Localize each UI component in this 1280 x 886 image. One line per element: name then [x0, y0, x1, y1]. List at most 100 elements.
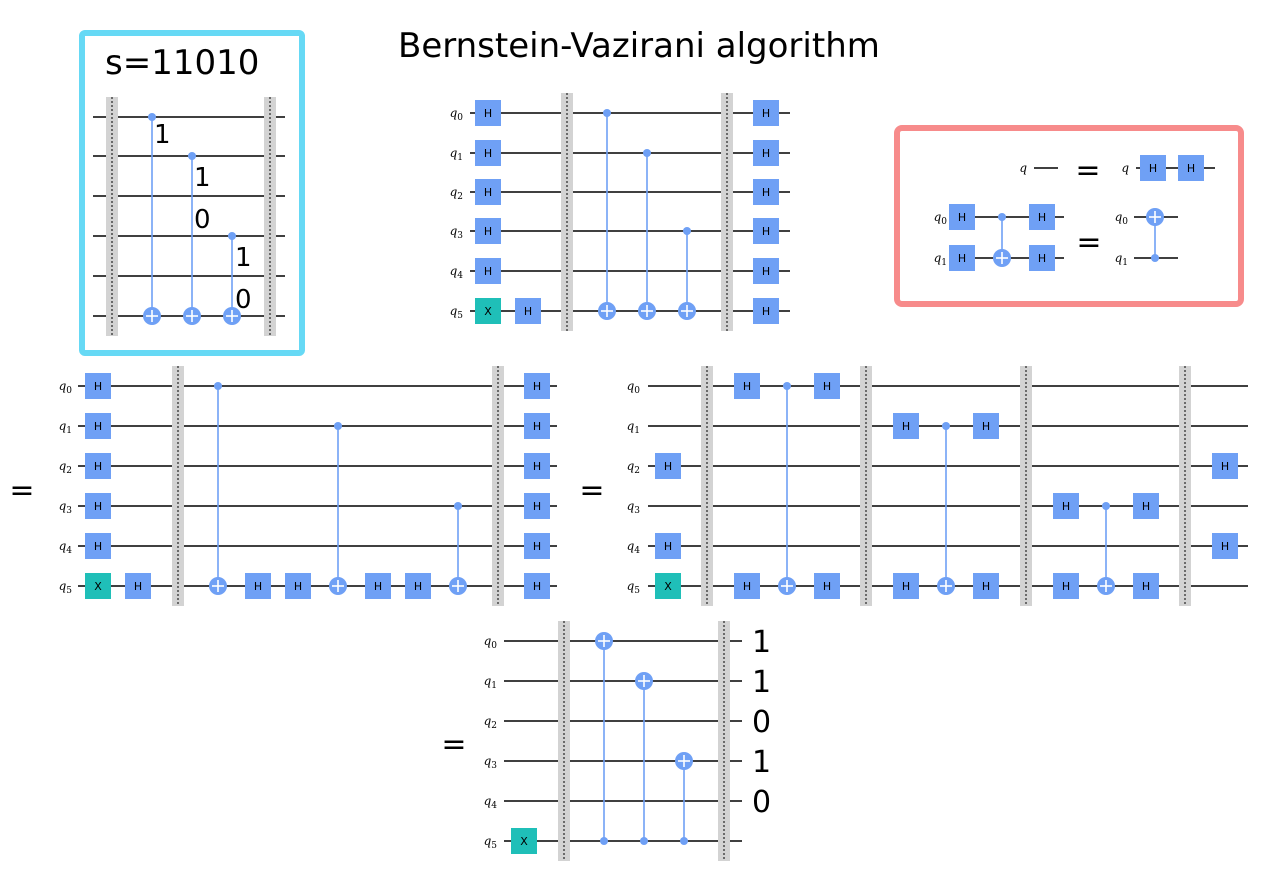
qubit-label: q4 [59, 539, 73, 556]
gate-label: H [762, 147, 770, 160]
cnot-gate [993, 213, 1011, 267]
cnot-gate [937, 422, 955, 595]
qubit-label: q [1121, 161, 1129, 175]
hadamard-gate: H [893, 573, 919, 599]
cnot-gate [183, 152, 201, 325]
hadamard-gate: H [365, 573, 391, 599]
cnot-gate [449, 502, 467, 595]
hadamard-gate: H [753, 218, 779, 244]
qubit-label: q4 [627, 539, 641, 556]
qubit-label: q5 [627, 579, 641, 596]
control-dot [454, 502, 462, 510]
gate-label: H [762, 265, 770, 278]
hadamard-gate: H [85, 493, 111, 519]
cnot-gate [675, 752, 693, 845]
x-gate: X [475, 298, 501, 324]
x-gate: X [511, 828, 537, 854]
gate-label: H [374, 580, 382, 593]
barrier [1020, 366, 1032, 606]
hadamard-gate: H [1029, 204, 1055, 230]
gate-label: H [484, 147, 492, 160]
gate-label: H [1221, 540, 1229, 553]
control-dot [783, 382, 791, 390]
gate-label: H [1038, 252, 1046, 265]
hadamard-gate: H [1029, 245, 1055, 271]
qubit-label: q2 [484, 714, 497, 731]
hadamard-gate: H [524, 533, 550, 559]
hadamard-gate: H [515, 298, 541, 324]
gate-label: H [823, 580, 831, 593]
secret-bit: 1 [154, 120, 171, 150]
control-dot [1102, 502, 1110, 510]
hadamard-gate: H [1178, 155, 1204, 181]
cnot-gate [598, 109, 616, 320]
output-bit: 1 [752, 745, 771, 780]
equals-sign: = [9, 473, 34, 508]
cnot-gate [678, 227, 696, 320]
gate-label: H [484, 107, 492, 120]
barrier [264, 97, 276, 336]
gate-label: X [664, 580, 672, 593]
qubit-label: q4 [484, 794, 498, 811]
equals-sign: = [1076, 225, 1101, 260]
gate-label: H [743, 380, 751, 393]
gate-label: H [982, 580, 990, 593]
cnot-gate [143, 113, 161, 325]
hadamard-gate: H [1140, 155, 1166, 181]
gate-label: H [958, 252, 966, 265]
barrier [718, 621, 730, 861]
hadamard-gate: H [1212, 453, 1238, 479]
control-dot [680, 837, 688, 845]
gate-label: H [762, 186, 770, 199]
control-dot [214, 382, 222, 390]
barrier [172, 366, 184, 606]
qubit-label: q1 [59, 419, 72, 436]
barrier [860, 366, 872, 606]
gate-label: H [1038, 211, 1046, 224]
secret-box [79, 30, 305, 356]
gate-label: H [134, 580, 142, 593]
gate-label: H [94, 540, 102, 553]
cnot-gate [1146, 208, 1164, 262]
gate-label: H [1142, 500, 1150, 513]
hadamard-gate: H [405, 573, 431, 599]
hadamard-gate: H [949, 245, 975, 271]
hadamard-gate: H [285, 573, 311, 599]
qubit-label: q1 [450, 146, 463, 163]
hadamard-gate: H [655, 453, 681, 479]
gate-label: H [1062, 500, 1070, 513]
gate-label: H [823, 380, 831, 393]
gate-label: X [520, 835, 528, 848]
control-dot [334, 422, 342, 430]
hadamard-gate: H [973, 413, 999, 439]
secret-label: s=11010 [105, 43, 259, 83]
hadamard-gate: H [753, 100, 779, 126]
qubit-label: q3 [627, 499, 641, 516]
qubit-label: q1 [1115, 251, 1128, 268]
hadamard-gate: H [85, 453, 111, 479]
page-title: Bernstein-Vazirani algorithm [398, 26, 880, 66]
barrier [492, 366, 504, 606]
gate-label: H [94, 460, 102, 473]
cnot-gate [595, 632, 613, 845]
gate-label: H [94, 420, 102, 433]
barrier [701, 366, 713, 606]
cnot-gate [638, 149, 656, 320]
secret-bit: 1 [235, 243, 252, 273]
output-bit: 0 [752, 705, 771, 740]
qubit-label: q [1019, 161, 1027, 175]
gate-label: H [664, 540, 672, 553]
gate-label: H [1187, 162, 1195, 175]
hadamard-gate: H [1053, 493, 1079, 519]
control-dot [683, 227, 691, 235]
qubit-label: q2 [627, 459, 640, 476]
gate-label: H [1062, 580, 1070, 593]
output-bit: 1 [752, 665, 771, 700]
gate-label: H [533, 380, 541, 393]
secret-bit: 0 [194, 205, 211, 235]
hadamard-gate: H [524, 413, 550, 439]
gate-label: H [533, 420, 541, 433]
gate-label: H [94, 500, 102, 513]
qubit-label: q0 [484, 634, 498, 651]
gate-label: H [533, 460, 541, 473]
